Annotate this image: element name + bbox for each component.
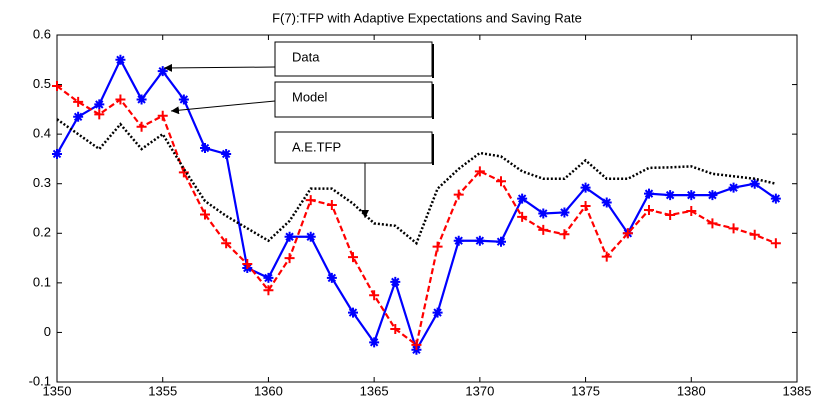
point-marker [115, 94, 126, 105]
point-marker [221, 148, 232, 159]
annotation-box [274, 81, 433, 118]
x-tick-label: 1385 [783, 383, 812, 398]
point-marker [73, 111, 84, 122]
point-marker [94, 109, 105, 120]
y-tick-label: -0.1 [29, 373, 51, 388]
point-marker [242, 259, 253, 270]
point-marker [390, 323, 401, 334]
y-tick-label: 0.2 [33, 225, 51, 240]
point-marker [496, 236, 506, 247]
annotation-shadow [432, 44, 434, 78]
annotation-arrow [170, 100, 276, 115]
point-marker [52, 81, 62, 92]
point-marker [665, 190, 676, 201]
x-tick-label: 1360 [254, 383, 283, 398]
point-marker [263, 272, 274, 283]
point-marker [580, 201, 591, 212]
point-marker [601, 251, 612, 262]
point-marker [474, 166, 485, 177]
point-marker [538, 224, 549, 235]
point-marker [496, 176, 506, 187]
point-marker [221, 238, 232, 249]
point-marker [665, 209, 676, 220]
point-marker [284, 231, 295, 242]
annotation-label: Model [292, 89, 328, 104]
point-marker [200, 143, 210, 154]
annotation-label: Data [292, 49, 320, 64]
y-tick-label: 0.5 [33, 76, 51, 91]
point-marker [644, 204, 654, 215]
point-marker [622, 228, 633, 239]
point-marker [157, 110, 168, 121]
point-marker [390, 276, 401, 287]
x-tick-label: 1355 [148, 383, 177, 398]
point-marker [453, 189, 464, 200]
y-tick-label: 0.1 [33, 274, 51, 289]
point-marker [326, 200, 337, 211]
x-tick-label: 1365 [360, 383, 389, 398]
point-marker [770, 238, 781, 249]
point-marker [284, 253, 295, 264]
point-marker [559, 207, 570, 218]
annotation-box [274, 41, 433, 77]
point-marker [538, 208, 549, 219]
point-marker [601, 197, 612, 208]
y-tick-label: 0.3 [33, 175, 51, 190]
point-marker [749, 229, 760, 240]
point-marker [770, 193, 781, 204]
point-marker [200, 209, 210, 220]
point-marker [707, 218, 718, 229]
point-marker [52, 148, 62, 159]
annotation-arrow [163, 63, 276, 72]
x-tick-label: 1380 [677, 383, 706, 398]
point-marker [728, 182, 739, 193]
point-marker [432, 307, 443, 318]
point-marker [411, 339, 422, 350]
annotation-label: A.E.TFP [292, 139, 341, 154]
point-marker [326, 272, 337, 283]
point-marker [94, 99, 105, 110]
point-marker [348, 307, 358, 318]
point-marker [305, 195, 316, 206]
point-marker [73, 96, 84, 107]
point-marker [136, 94, 147, 105]
annotation-shadow [432, 134, 434, 165]
y-tick-label: 0.6 [33, 26, 51, 41]
point-marker [178, 94, 189, 105]
series-line [56, 85, 777, 347]
point-marker [115, 54, 126, 65]
annotation-shadow [432, 84, 434, 119]
point-marker [644, 188, 654, 199]
point-marker [728, 223, 739, 234]
point-marker [749, 178, 760, 189]
x-tick-label: 1370 [465, 383, 494, 398]
point-marker [136, 121, 147, 132]
point-marker [369, 337, 380, 348]
x-tick-label: 1375 [571, 383, 600, 398]
point-marker [517, 193, 528, 204]
point-marker [432, 241, 443, 252]
point-marker [474, 235, 485, 246]
chart-title: F(7):TFP with Adaptive Expectations and … [272, 10, 582, 25]
point-marker [305, 231, 316, 242]
point-marker [453, 235, 464, 246]
x-tick-label: 1350 [43, 383, 72, 398]
point-marker [157, 66, 168, 77]
point-marker [686, 205, 697, 216]
point-marker [686, 190, 697, 201]
series-line [56, 118, 777, 246]
point-marker [517, 211, 528, 222]
point-marker [348, 252, 358, 263]
point-marker [263, 285, 274, 296]
point-marker [580, 182, 591, 193]
point-marker [707, 190, 718, 201]
point-marker [559, 229, 570, 240]
y-tick-label: 0 [44, 324, 51, 339]
y-tick-label: 0.4 [33, 126, 51, 141]
point-marker [369, 290, 380, 301]
